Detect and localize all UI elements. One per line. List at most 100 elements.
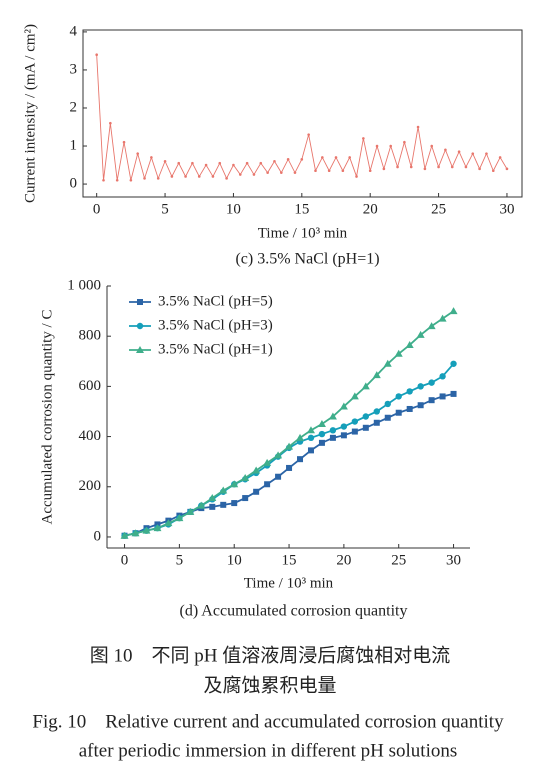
marker bbox=[266, 171, 269, 174]
marker bbox=[362, 424, 369, 431]
x-tick-label: 0 bbox=[93, 201, 101, 217]
marker bbox=[348, 156, 351, 159]
marker bbox=[375, 144, 379, 148]
x-tick-label: 15 bbox=[282, 552, 297, 568]
marker bbox=[253, 488, 260, 495]
marker bbox=[274, 451, 283, 459]
marker bbox=[136, 152, 140, 155]
marker bbox=[164, 519, 173, 527]
marker bbox=[120, 531, 129, 539]
marker bbox=[209, 503, 216, 510]
marker bbox=[334, 156, 338, 159]
marker bbox=[241, 473, 250, 481]
marker bbox=[438, 314, 447, 322]
caption-en: Fig. 10 Relative current and accumulated… bbox=[32, 711, 504, 732]
marker bbox=[264, 481, 271, 488]
marker bbox=[208, 494, 217, 502]
y-axis-label: Current intensity / (mA / cm²) bbox=[22, 24, 38, 203]
y-tick-label: 1 bbox=[70, 137, 78, 153]
marker bbox=[373, 408, 380, 415]
marker bbox=[355, 175, 358, 178]
marker bbox=[163, 159, 167, 163]
y-tick-label: 1 000 bbox=[67, 277, 101, 293]
marker bbox=[437, 165, 440, 169]
marker bbox=[318, 430, 326, 438]
marker bbox=[351, 418, 359, 425]
marker bbox=[232, 163, 235, 167]
marker bbox=[231, 500, 238, 507]
x-tick-label: 20 bbox=[336, 552, 351, 568]
marker bbox=[122, 140, 126, 144]
y-tick-label: 3 bbox=[70, 61, 78, 77]
marker bbox=[170, 175, 174, 178]
x-axis-label: Time / 10³ min bbox=[258, 225, 348, 241]
marker bbox=[286, 158, 290, 161]
marker bbox=[297, 456, 304, 463]
marker bbox=[242, 495, 249, 502]
marker bbox=[318, 439, 325, 446]
marker bbox=[389, 144, 393, 148]
marker bbox=[263, 458, 272, 466]
y-tick-label: 2 bbox=[70, 99, 78, 115]
marker bbox=[245, 161, 249, 165]
marker bbox=[306, 426, 315, 434]
y-tick-label: 400 bbox=[79, 428, 102, 444]
series-line bbox=[124, 393, 454, 537]
marker bbox=[328, 412, 337, 420]
marker bbox=[286, 464, 293, 471]
x-axis-label: Time / 10³ min bbox=[244, 575, 334, 591]
marker bbox=[384, 400, 391, 408]
marker bbox=[395, 393, 402, 400]
marker bbox=[394, 349, 403, 357]
marker bbox=[131, 529, 140, 537]
y-tick-label: 0 bbox=[70, 176, 78, 192]
x-tick-label: 5 bbox=[161, 201, 169, 217]
marker bbox=[373, 419, 380, 426]
marker bbox=[156, 177, 160, 180]
caption-zh: 图 10 不同 pH 值溶液周浸后腐蚀相对电流 bbox=[90, 644, 450, 666]
marker bbox=[218, 161, 222, 165]
marker bbox=[186, 507, 195, 515]
marker bbox=[450, 165, 454, 169]
marker bbox=[175, 514, 184, 522]
marker bbox=[478, 167, 481, 171]
marker bbox=[252, 466, 261, 474]
marker bbox=[296, 433, 305, 441]
marker bbox=[273, 159, 276, 163]
marker bbox=[327, 169, 331, 173]
marker bbox=[471, 152, 475, 155]
marker bbox=[450, 360, 457, 367]
marker bbox=[416, 125, 420, 129]
marker bbox=[427, 322, 436, 330]
y-tick-label: 800 bbox=[79, 328, 102, 344]
marker bbox=[428, 379, 435, 386]
marker bbox=[275, 473, 282, 480]
caption-en: after periodic immersion in different pH… bbox=[79, 740, 458, 761]
marker bbox=[339, 402, 348, 410]
marker bbox=[280, 171, 283, 174]
marker bbox=[102, 178, 105, 182]
marker bbox=[204, 163, 208, 167]
x-tick-label: 15 bbox=[294, 201, 309, 217]
marker bbox=[197, 175, 201, 178]
marker bbox=[115, 178, 119, 182]
marker bbox=[95, 53, 98, 57]
marker bbox=[444, 148, 447, 152]
marker bbox=[314, 169, 317, 173]
marker bbox=[259, 161, 263, 165]
marker bbox=[238, 173, 242, 176]
marker bbox=[396, 165, 399, 169]
marker bbox=[153, 524, 162, 532]
marker bbox=[403, 140, 406, 144]
marker bbox=[142, 526, 151, 534]
marker bbox=[225, 177, 228, 180]
x-tick-label: 10 bbox=[226, 201, 241, 217]
marker bbox=[406, 388, 413, 395]
series-line bbox=[96, 54, 508, 181]
marker bbox=[150, 156, 153, 159]
marker bbox=[406, 405, 413, 412]
marker bbox=[340, 423, 348, 430]
marker bbox=[449, 307, 458, 315]
marker bbox=[143, 177, 146, 180]
